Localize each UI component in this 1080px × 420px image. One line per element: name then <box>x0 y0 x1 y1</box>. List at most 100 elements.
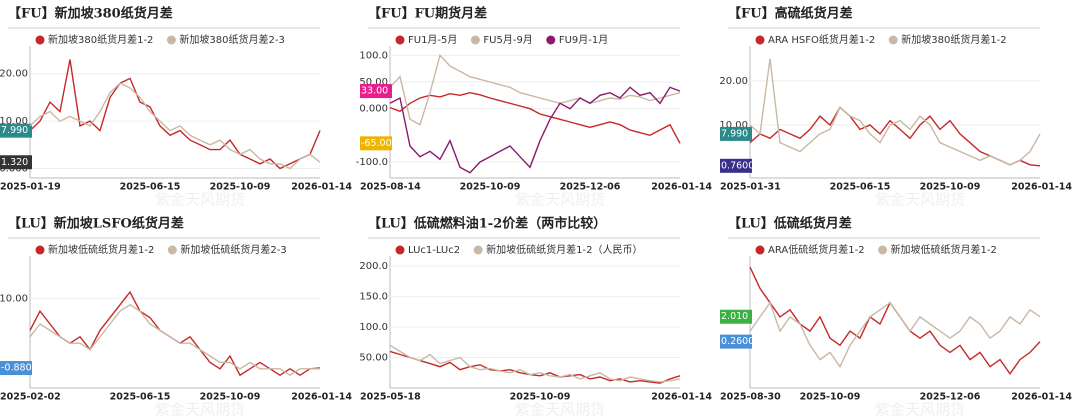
y-tick-label: 100.0 <box>359 322 388 333</box>
legend-label: FU5月-9月 <box>483 34 532 46</box>
series-line <box>749 301 1041 369</box>
x-tick-label: 2025-01-19 <box>0 182 61 193</box>
x-tick-label: 2026-01-14 <box>651 392 712 403</box>
x-tick-label: 2025-10-09 <box>460 182 521 193</box>
legend-label: 新加坡380纸货月差2-3 <box>179 33 284 46</box>
y-tick-label: 200.0 <box>359 261 388 272</box>
x-tick-label: 2025-12-06 <box>920 392 981 403</box>
legend-marker <box>167 245 177 255</box>
x-tick-label: 2025-02-02 <box>0 392 61 403</box>
watermark: 紫金天风期货 <box>875 191 965 209</box>
series-line <box>29 59 321 170</box>
x-tick-label: 2025-08-30 <box>720 392 781 403</box>
series-line <box>29 303 320 377</box>
value-label: 0.2600 <box>721 336 754 347</box>
legend-marker <box>166 35 176 45</box>
x-tick-label: 2026-01-14 <box>1011 182 1072 193</box>
chart-panel: 【LU】低硫纸货月差 ARA低硫纸货月差1-2 新加坡低硫纸货月差1-2 紫金天风期货… <box>720 216 1072 419</box>
legend-label: FU9月-1月 <box>559 34 608 46</box>
watermark: 紫金天风期货 <box>155 401 245 419</box>
legend-marker <box>473 245 483 255</box>
x-tick-label: 2026-01-14 <box>291 182 352 193</box>
chart-title: 【FU】新加坡380纸货月差 <box>8 6 173 22</box>
series-line <box>389 86 681 174</box>
series-line <box>389 344 681 383</box>
legend-label: FU1月-5月 <box>408 34 457 46</box>
series-line <box>389 350 681 384</box>
legend-label: 新加坡380纸货月差1-2 <box>901 33 1006 46</box>
legend-marker <box>35 245 45 255</box>
value-badge <box>720 309 752 324</box>
legend-marker <box>395 245 405 255</box>
x-tick-label: 2025-10-09 <box>510 392 571 403</box>
watermark: 紫金天风期货 <box>155 191 245 209</box>
chart-title: 【LU】新加坡LSFO纸货月差 <box>8 216 184 232</box>
chart-title: 【FU】FU期货月差 <box>368 6 487 22</box>
legend-marker <box>35 35 45 45</box>
legend-marker <box>878 245 888 255</box>
y-tick-label: 20.00 <box>0 69 28 80</box>
series-line <box>389 53 681 126</box>
y-tick-label: 50.00 <box>359 353 388 364</box>
legend-marker <box>395 35 405 45</box>
x-tick-label: 2025-06-15 <box>830 182 891 193</box>
legend-marker <box>755 35 765 45</box>
value-label: -0.8800 <box>1 363 38 374</box>
value-badge <box>0 155 32 170</box>
legend-label: 新加坡380纸货月差1-2 <box>48 33 153 46</box>
value-badge <box>720 334 752 349</box>
value-label: 33.00 <box>361 86 388 97</box>
x-tick-label: 2026-01-14 <box>291 392 352 403</box>
value-label: 1.320 <box>1 157 28 168</box>
x-tick-label: 2026-01-14 <box>1011 392 1072 403</box>
chart-title: 【LU】低硫纸货月差 <box>728 216 852 232</box>
value-label: 7.990 <box>1 125 28 136</box>
y-tick-label: -100.0 <box>356 157 388 168</box>
series-line <box>389 91 681 144</box>
x-tick-label: 2025-01-31 <box>720 182 781 193</box>
x-tick-label: 2025-06-15 <box>110 392 171 403</box>
value-badge <box>360 84 392 99</box>
value-label: 7.990 <box>721 128 748 139</box>
chart-title: 【LU】低硫燃料油1-2价差（两市比较） <box>368 216 606 232</box>
legend-label: ARA HSFO纸货月差1-2 <box>768 33 875 46</box>
legend-label: 新加坡低硫纸货月差1-2 <box>48 243 154 256</box>
legend-label: LUc1-LUc2 <box>408 245 460 256</box>
value-label: -65.00 <box>361 138 392 149</box>
chart-panel: 【FU】高硫纸货月差 ARA HSFO纸货月差1-2 新加坡380纸货月差1-2 紫金… <box>719 6 1072 209</box>
x-tick-label: 2025-08-14 <box>360 182 421 193</box>
value-badge <box>720 158 752 173</box>
watermark: 紫金天风期货 <box>515 191 605 209</box>
series-line <box>29 290 321 377</box>
legend-marker <box>755 245 765 255</box>
y-tick-label: 0.000 <box>359 104 388 115</box>
series-line <box>749 266 1041 376</box>
chart-title: 【FU】高硫纸货月差 <box>728 6 853 22</box>
y-tick-label: 100.0 <box>359 50 388 61</box>
x-tick-label: 2025-10-09 <box>800 392 861 403</box>
watermark: 紫金天风期货 <box>875 401 965 419</box>
x-tick-label: 2025-10-09 <box>200 392 261 403</box>
x-tick-label: 2025-10-09 <box>920 182 981 193</box>
series-line <box>749 106 1041 167</box>
chart-panel: 【LU】低硫燃料油1-2价差（两市比较） LUc1-LUc2 新加坡低硫纸货月差1-… <box>359 216 712 419</box>
y-tick-label: 10.00 <box>0 116 28 127</box>
value-label: 0.7600 <box>721 160 754 171</box>
x-tick-label: 2025-12-06 <box>560 182 621 193</box>
legend-label: 新加坡低硫纸货月差2-3 <box>180 243 286 256</box>
watermark: 紫金天风期货 <box>515 401 605 419</box>
legend-label: 新加坡低硫纸货月差1-2 <box>891 243 997 256</box>
x-tick-label: 2025-05-18 <box>360 392 421 403</box>
value-badge <box>0 123 32 138</box>
x-tick-label: 2025-10-09 <box>210 182 271 193</box>
y-tick-label: 20.00 <box>719 76 748 87</box>
value-label: 2.010 <box>721 311 748 322</box>
x-tick-label: 2025-06-15 <box>120 182 181 193</box>
y-tick-label: 50.00 <box>359 77 388 88</box>
value-badge <box>720 126 752 141</box>
series-line <box>749 58 1041 166</box>
